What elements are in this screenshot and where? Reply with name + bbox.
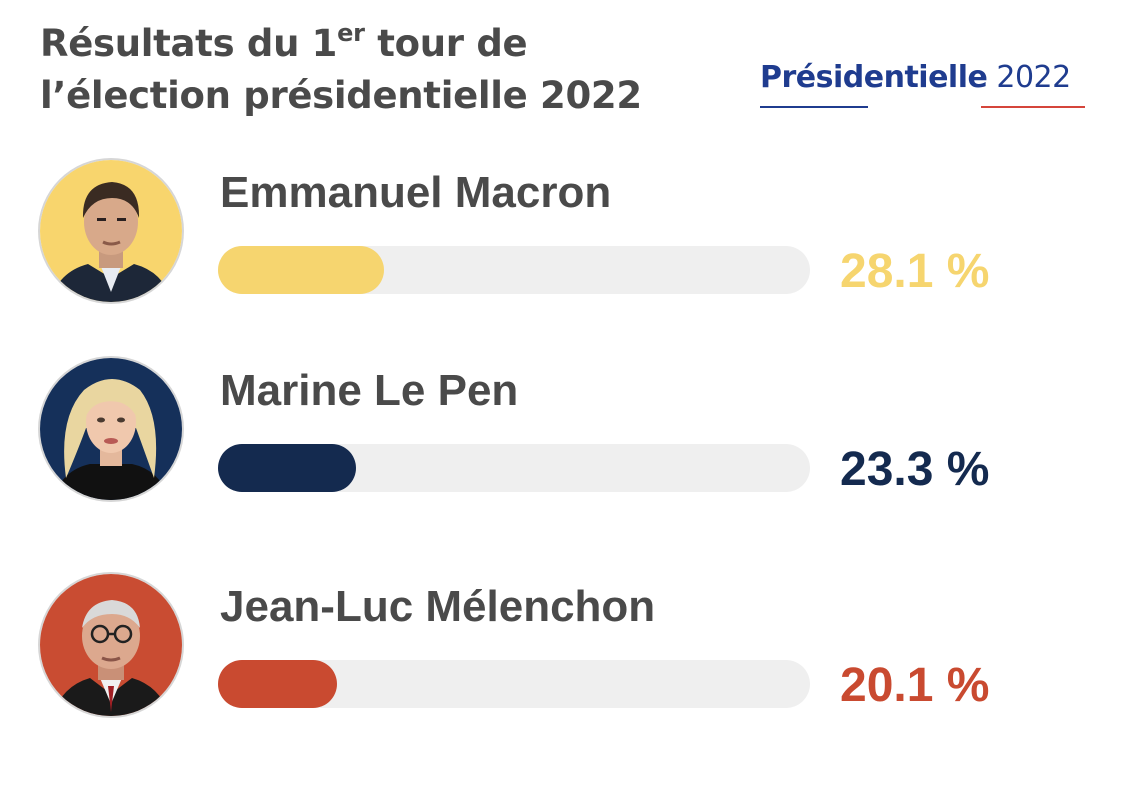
result-percent: 28.1 % xyxy=(840,245,990,298)
candidate-avatar xyxy=(40,160,182,302)
brand-year: 2022 xyxy=(987,60,1071,95)
brand-underline-blue xyxy=(760,106,868,108)
result-bar-track xyxy=(218,246,810,294)
result-bar-track xyxy=(218,660,810,708)
portrait-icon xyxy=(40,160,182,302)
candidate-avatar xyxy=(40,574,182,716)
result-percent: 23.3 % xyxy=(840,443,990,496)
candidate-name: Jean-Luc Mélenchon xyxy=(220,582,656,631)
candidate-row: Emmanuel Macron 28.1 % xyxy=(0,158,1125,318)
result-bar-track xyxy=(218,444,810,492)
portrait-icon xyxy=(40,358,182,500)
candidate-name: Emmanuel Macron xyxy=(220,168,612,217)
candidate-avatar xyxy=(40,358,182,500)
brand-underline-red xyxy=(981,106,1085,108)
title-line-2: l’élection présidentielle 2022 xyxy=(40,74,642,117)
result-percent: 20.1 % xyxy=(840,659,990,712)
candidate-row: Jean-Luc Mélenchon 20.1 % xyxy=(0,572,1125,732)
chart-title: Résultats du 1er tour de l’élection prés… xyxy=(40,18,642,122)
portrait-icon xyxy=(40,574,182,716)
result-bar-fill xyxy=(218,660,337,708)
candidate-row: Marine Le Pen 23.3 % xyxy=(0,356,1125,516)
brand-logo: Présidentielle 2022 xyxy=(760,60,1086,110)
candidate-name: Marine Le Pen xyxy=(220,366,519,415)
title-line-1: Résultats du 1er tour de xyxy=(40,19,528,65)
brand-bold: Présidentielle xyxy=(760,60,988,95)
result-bar-fill xyxy=(218,246,385,294)
result-bar-fill xyxy=(218,444,356,492)
title-superscript: er xyxy=(337,19,365,47)
